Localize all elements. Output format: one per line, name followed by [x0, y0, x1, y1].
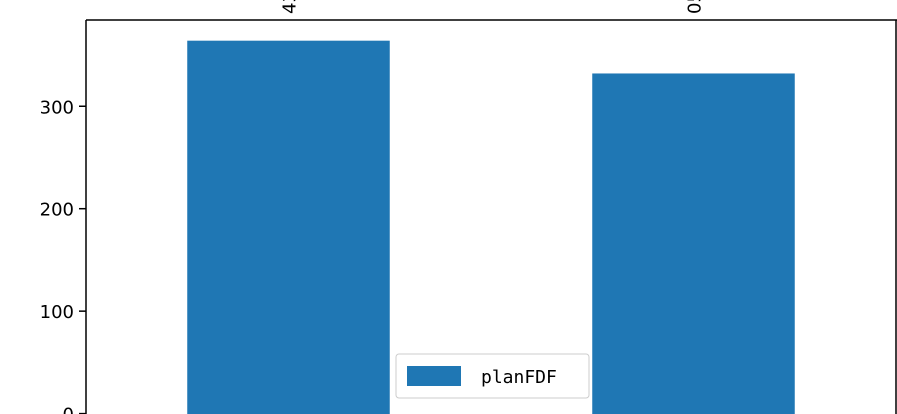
bar-43 — [187, 40, 390, 414]
y-tick-label-0: 0 — [63, 405, 74, 414]
x-tick-label-05: 05 — [685, 0, 706, 14]
y-tick-label-100: 100 — [40, 302, 74, 323]
legend-box — [395, 353, 590, 399]
y-axis-ticks: 0 100 200 300 — [40, 97, 86, 414]
legend: planFDF — [395, 353, 590, 399]
legend-label-planfdf: planFDF — [481, 367, 557, 388]
plot-frame — [85, 19, 897, 414]
y-tick-label-300: 300 — [40, 97, 74, 118]
bar-05 — [592, 73, 795, 414]
legend-swatch-planfdf — [407, 366, 461, 386]
bars-group — [187, 40, 795, 414]
x-axis-ticks: 43 05 — [280, 0, 706, 14]
y-tick-label-200: 200 — [40, 200, 74, 221]
x-tick-label-43: 43 — [280, 0, 301, 14]
